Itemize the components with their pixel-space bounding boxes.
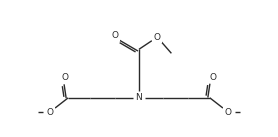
Text: O: O [46,108,53,116]
Text: O: O [209,73,216,82]
Text: O: O [225,108,232,116]
Text: N: N [136,93,142,102]
Text: O: O [154,33,161,42]
Text: O: O [111,31,118,40]
Text: O: O [62,73,69,82]
